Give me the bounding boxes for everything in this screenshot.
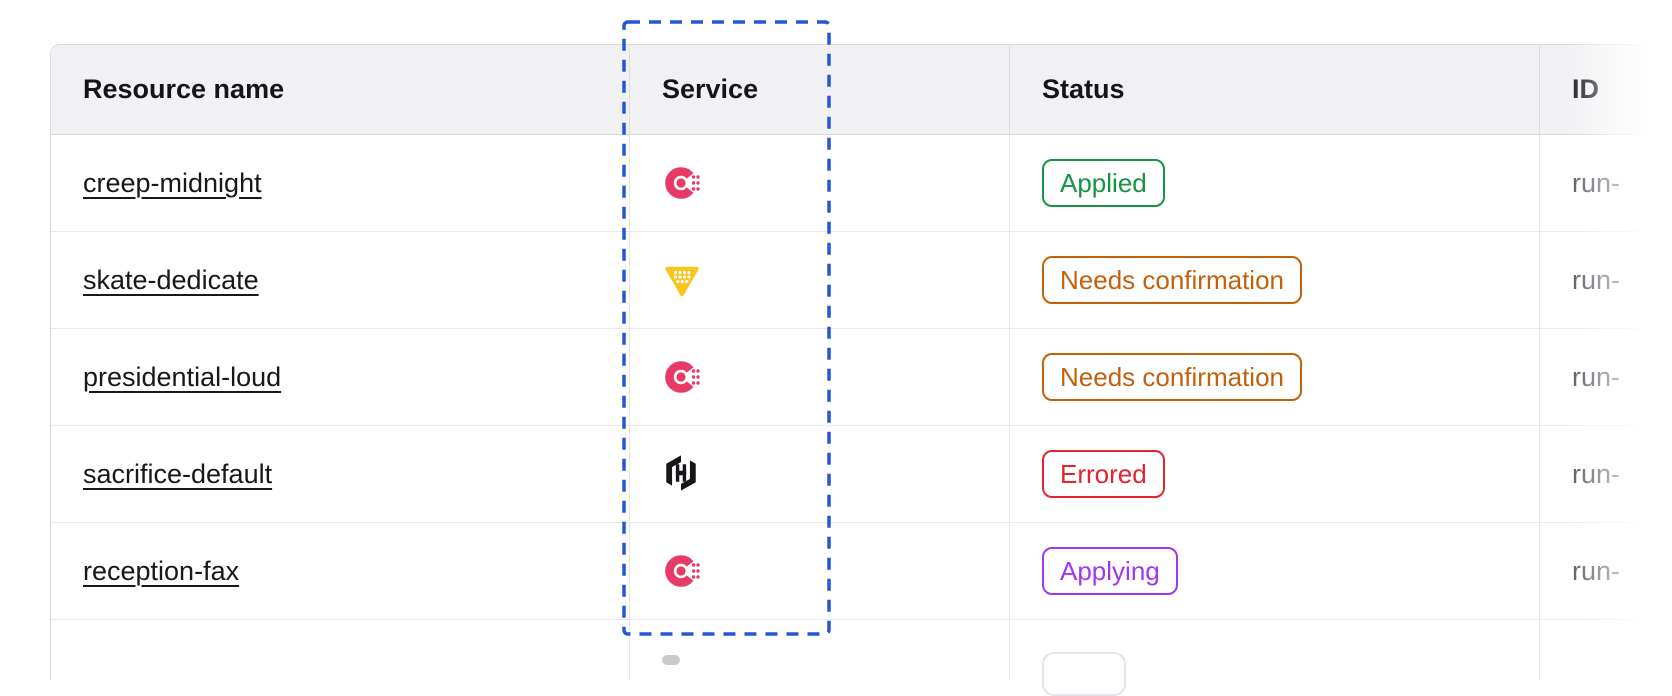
table-row: creep-midnight Applied run- [51, 135, 1672, 232]
resource-link[interactable]: sacrifice-default [83, 458, 273, 489]
resource-link[interactable]: presidential-loud [83, 361, 282, 392]
column-header-service: Service [629, 45, 1009, 134]
table-header-row: Resource name Service Status ID [51, 45, 1672, 135]
hashicorp-icon [662, 454, 702, 494]
service-icon-partial [662, 655, 680, 665]
status-badge: Needs confirmation [1042, 353, 1302, 401]
table-row: reception-fax Applying run- [51, 523, 1672, 620]
table-row: sacrifice-default Errored run- [51, 426, 1672, 523]
run-id: run- [1572, 167, 1621, 198]
yellow-halftone-triangle-icon [662, 260, 702, 300]
resource-link[interactable]: reception-fax [83, 555, 240, 586]
column-header-id: ID [1539, 45, 1672, 134]
run-id: run- [1572, 264, 1621, 295]
table-row-partial [51, 620, 1672, 696]
table-row: skate-dedicate Needs confirmation run- [51, 232, 1672, 329]
table-row: presidential-loud Needs confirmation run… [51, 329, 1672, 426]
column-header-status: Status [1009, 45, 1539, 134]
resources-table: Resource name Service Status ID creep-mi… [50, 44, 1672, 696]
status-badge-partial [1042, 652, 1126, 696]
status-badge: Errored [1042, 450, 1165, 498]
status-badge: Applying [1042, 547, 1178, 595]
run-id: run- [1572, 555, 1621, 586]
resource-link[interactable]: skate-dedicate [83, 264, 259, 295]
status-badge: Needs confirmation [1042, 256, 1302, 304]
pink-halftone-c-icon [662, 163, 702, 203]
status-badge: Applied [1042, 159, 1165, 207]
pink-halftone-c-icon [662, 551, 702, 591]
pink-halftone-c-icon [662, 357, 702, 397]
run-id: run- [1572, 361, 1621, 392]
run-id: run- [1572, 458, 1621, 489]
column-header-resource-name: Resource name [83, 74, 285, 104]
resource-link[interactable]: creep-midnight [83, 167, 262, 198]
